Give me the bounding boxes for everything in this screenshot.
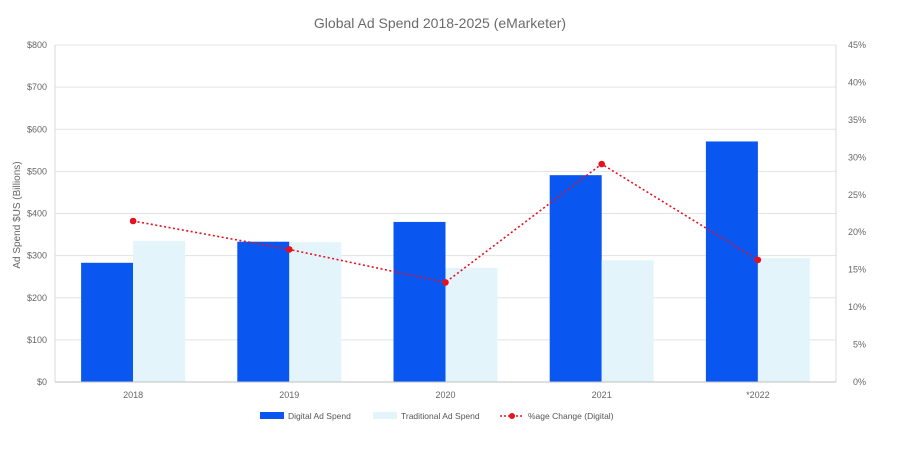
y-tick-label: $0 [37, 377, 47, 387]
axes: $0 $100 $200 $300 $400 $500 $600 $700 $800 0% 5% 10… [27, 40, 866, 400]
y2-tick-label: 10% [848, 302, 866, 312]
legend-swatch [373, 412, 397, 419]
y-axis-title: Ad Spend $US (Billions) [12, 161, 23, 268]
bar-traditional-ad-spend [445, 267, 498, 382]
y-tick-label: $700 [27, 82, 47, 92]
legend-swatch-marker [509, 413, 515, 419]
y-tick-label: $400 [27, 209, 47, 219]
chart-title: Global Ad Spend 2018-2025 (eMarketer) [314, 15, 566, 31]
legend-label: Digital Ad Spend [288, 411, 351, 421]
y2-tick-label: 45% [848, 40, 866, 50]
legend-label: Traditional Ad Spend [401, 411, 480, 421]
legend: Digital Ad Spend Traditional Ad Spend %age… [260, 411, 614, 421]
line-series [129, 160, 762, 286]
line-point [286, 246, 293, 253]
line-pct-change [132, 163, 759, 284]
legend-swatch [260, 412, 284, 419]
line-point [129, 217, 137, 225]
bar-digital-ad-spend [237, 241, 290, 382]
y2-tick-label: 35% [848, 115, 866, 125]
line-point [442, 279, 449, 286]
bar-traditional-ad-spend [289, 242, 342, 382]
line-point [754, 256, 762, 264]
bar-digital-ad-spend [705, 141, 758, 382]
bar-traditional-ad-spend [133, 240, 186, 382]
y-tick-label: $300 [27, 251, 47, 261]
y2-tick-label: 40% [848, 77, 866, 87]
x-tick-label: *2022 [746, 390, 770, 400]
y-tick-label: $100 [27, 335, 47, 345]
y2-tick-label: 5% [853, 340, 866, 350]
bars [81, 141, 810, 382]
y-tick-label: $200 [27, 293, 47, 303]
y2-tick-label: 20% [848, 227, 866, 237]
y-tick-label: $600 [27, 124, 47, 134]
x-tick-label: 2021 [592, 390, 612, 400]
bar-traditional-ad-spend [757, 258, 810, 382]
bar-digital-ad-spend [393, 221, 446, 382]
x-tick-label: 2019 [279, 390, 299, 400]
y-tick-label: $500 [27, 166, 47, 176]
y2-tick-label: 15% [848, 265, 866, 275]
y-tick-label: $800 [27, 40, 47, 50]
x-tick-label: 2018 [123, 390, 143, 400]
bar-digital-ad-spend [81, 262, 134, 382]
legend-label: %age Change (Digital) [528, 411, 614, 421]
x-tick-label: 2020 [435, 390, 455, 400]
y2-tick-label: 30% [848, 152, 866, 162]
y2-tick-label: 25% [848, 190, 866, 200]
bar-traditional-ad-spend [601, 260, 654, 382]
line-point [598, 160, 605, 168]
y2-tick-label: 0% [853, 377, 866, 387]
bar-digital-ad-spend [549, 175, 602, 382]
